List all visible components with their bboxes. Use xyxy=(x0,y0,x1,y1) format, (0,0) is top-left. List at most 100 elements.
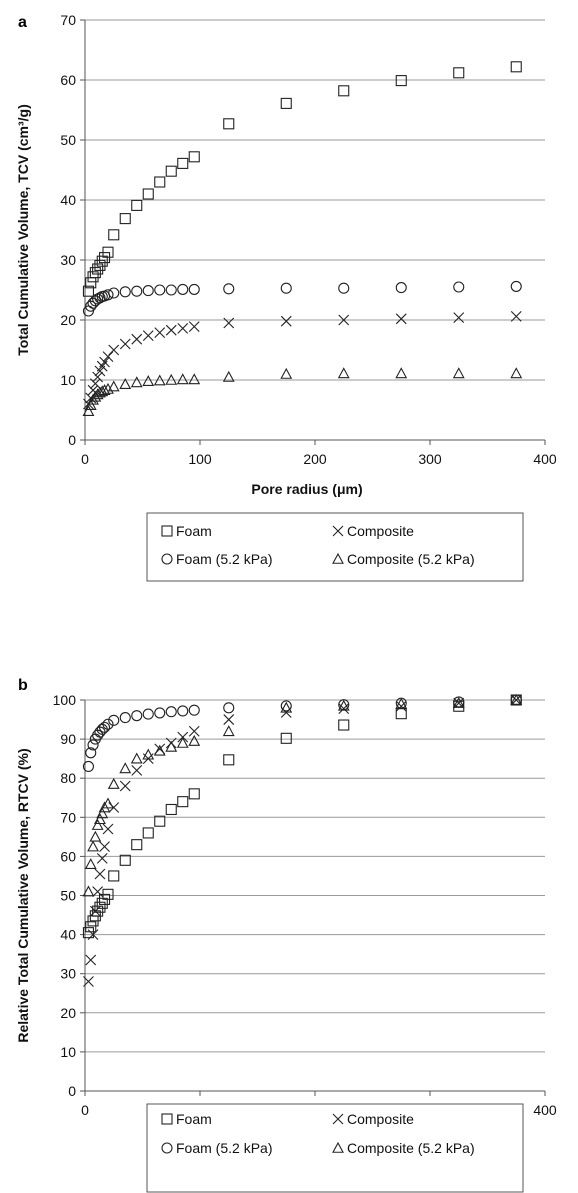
data-point xyxy=(89,905,101,917)
y-tick-label: 100 xyxy=(53,692,77,708)
data-point xyxy=(188,283,200,295)
legend-label: Composite (5.2 kPa) xyxy=(347,1140,475,1156)
data-point xyxy=(223,118,235,130)
y-axis-title: Relative Total Cumulative Volume, RTCV (… xyxy=(15,748,31,1042)
legend-marker xyxy=(332,1113,344,1125)
data-point xyxy=(87,739,99,751)
data-point xyxy=(154,284,166,296)
data-point xyxy=(94,386,106,398)
data-point xyxy=(280,282,292,294)
data-point xyxy=(280,700,292,712)
data-point xyxy=(510,61,522,73)
data-point xyxy=(99,356,110,368)
data-point xyxy=(338,282,350,294)
y-axis-title: Total Cumulative Volume, TCV (cm³/g) xyxy=(15,104,31,356)
data-point xyxy=(338,314,350,326)
data-point xyxy=(84,858,97,870)
data-point xyxy=(177,796,189,808)
legend-label: Foam (5.2 kPa) xyxy=(176,551,272,567)
data-point xyxy=(99,721,111,733)
x-tick-label: 0 xyxy=(81,1102,89,1118)
data-point xyxy=(154,815,166,827)
y-tick-label: 50 xyxy=(60,132,76,148)
data-point xyxy=(102,351,114,362)
data-point xyxy=(108,714,120,726)
data-point xyxy=(510,311,522,322)
data-point xyxy=(131,333,143,345)
data-point xyxy=(98,384,111,396)
x-tick-label: 400 xyxy=(533,451,557,467)
y-tick-label: 30 xyxy=(60,966,76,982)
y-tick-label: 60 xyxy=(60,72,76,88)
data-point xyxy=(188,725,200,737)
legend-label: Composite xyxy=(347,1111,414,1127)
y-tick-label: 50 xyxy=(60,888,76,904)
legend-marker xyxy=(161,525,173,537)
data-point xyxy=(280,732,292,744)
data-point xyxy=(85,954,97,966)
x-tick-label: 400 xyxy=(533,1102,557,1118)
data-point xyxy=(119,338,131,350)
y-tick-label: 0 xyxy=(68,432,76,448)
data-point xyxy=(108,287,120,299)
data-point xyxy=(96,897,108,909)
data-point xyxy=(119,286,131,298)
data-point xyxy=(153,374,166,386)
data-point xyxy=(119,780,131,792)
data-point xyxy=(453,697,465,709)
data-point xyxy=(96,852,108,864)
y-tick-label: 70 xyxy=(60,12,76,28)
series-composite xyxy=(83,311,522,410)
data-point xyxy=(102,246,114,258)
data-point xyxy=(142,748,155,760)
y-tick-label: 20 xyxy=(60,312,76,328)
data-point xyxy=(280,701,293,713)
y-tick-label: 40 xyxy=(60,192,76,208)
data-point xyxy=(188,321,200,332)
data-point xyxy=(94,813,106,825)
y-tick-label: 90 xyxy=(60,731,76,747)
data-point xyxy=(119,213,131,225)
series-composite-5-2-kpa xyxy=(82,693,523,897)
y-tick-label: 20 xyxy=(60,1005,76,1021)
legend-label: Foam xyxy=(176,523,212,539)
legend-marker xyxy=(332,552,344,564)
series-foam xyxy=(82,694,522,939)
data-point xyxy=(280,97,292,109)
data-point xyxy=(99,841,110,853)
data-point xyxy=(119,712,131,724)
y-tick-label: 30 xyxy=(60,252,76,268)
data-point xyxy=(108,870,120,882)
data-point xyxy=(142,708,154,720)
data-point xyxy=(142,188,154,200)
data-point xyxy=(108,229,120,241)
data-point xyxy=(177,705,189,717)
data-point xyxy=(154,176,166,188)
panel-letter: a xyxy=(18,14,27,31)
legend-marker xyxy=(161,1113,173,1125)
data-point xyxy=(280,367,293,379)
legend-marker xyxy=(161,1142,173,1154)
data-point xyxy=(452,696,465,708)
series-foam-5-2-kpa xyxy=(82,280,522,317)
data-point xyxy=(82,927,94,939)
y-tick-label: 70 xyxy=(60,809,76,825)
data-point xyxy=(82,285,94,297)
data-point xyxy=(165,740,178,752)
x-axis-title: Pore radius (μm) xyxy=(251,481,362,497)
data-point xyxy=(142,285,154,297)
data-point xyxy=(98,801,111,813)
data-point xyxy=(131,285,143,297)
data-point xyxy=(142,827,154,839)
data-point xyxy=(142,330,154,341)
y-tick-label: 40 xyxy=(60,927,76,943)
data-point xyxy=(92,886,104,897)
data-point xyxy=(222,725,235,737)
data-point xyxy=(337,699,350,711)
data-point xyxy=(131,199,143,211)
y-tick-label: 10 xyxy=(60,1044,76,1060)
data-point xyxy=(107,380,120,392)
legend-marker xyxy=(332,1141,344,1153)
data-point xyxy=(395,700,407,712)
data-point xyxy=(131,764,143,776)
